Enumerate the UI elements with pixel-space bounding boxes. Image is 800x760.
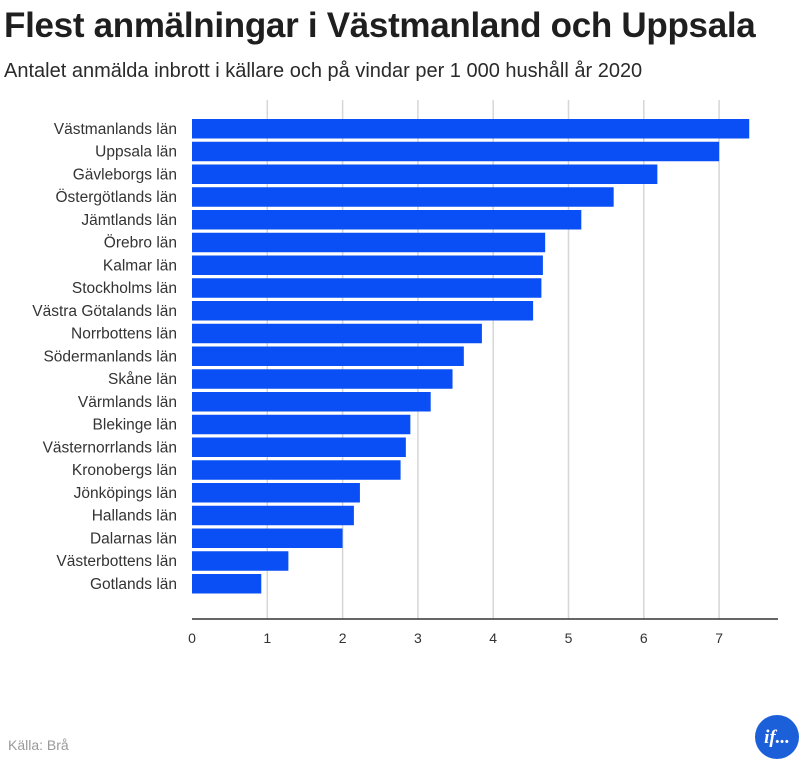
category-label: Jönköpings län	[74, 485, 177, 502]
category-label: Kronobergs län	[72, 462, 177, 479]
if-logo-text: if...	[764, 726, 790, 748]
category-label: Västerbottens län	[56, 553, 177, 570]
bar	[192, 483, 360, 503]
x-tick-label: 5	[565, 630, 573, 646]
category-label: Örebro län	[104, 234, 177, 252]
bars	[192, 119, 750, 594]
category-label: Hallands län	[92, 508, 177, 525]
x-tick-label: 1	[263, 630, 271, 646]
bar	[192, 255, 543, 275]
category-label: Västernorrlands län	[43, 439, 177, 456]
chart-title: Flest anmälningar i Västmanland och Upps…	[4, 6, 756, 45]
category-label: Värmlands län	[78, 394, 177, 411]
category-label: Uppsala län	[95, 144, 177, 161]
x-tick-label: 3	[414, 630, 422, 646]
bar	[192, 323, 482, 344]
category-label: Norrbottens län	[71, 326, 177, 343]
chart-subtitle: Antalet anmälda inbrott i källare och på…	[4, 60, 643, 82]
bar	[192, 346, 464, 366]
category-label: Dalarnas län	[90, 530, 177, 547]
bar	[192, 141, 720, 162]
category-label: Skåne län	[108, 371, 177, 388]
x-tick-label: 6	[640, 630, 648, 646]
bar	[192, 460, 401, 480]
category-label: Jämtlands län	[81, 212, 177, 229]
bar	[192, 164, 658, 184]
bar	[192, 505, 354, 526]
bar	[192, 551, 289, 571]
category-label: Stockholms län	[72, 280, 177, 297]
bar	[192, 210, 582, 230]
x-axis: 0 1 2 3 4 5 6 7	[188, 618, 778, 646]
bar	[192, 437, 406, 457]
if-logo: if...	[755, 715, 799, 759]
category-label: Östergötlands län	[56, 188, 178, 206]
bar	[192, 528, 343, 548]
x-tick-label: 4	[489, 630, 497, 646]
category-label: Kalmar län	[103, 257, 177, 274]
bar	[192, 232, 546, 253]
category-labels: Västmanlands län Uppsala län Gävleborgs lä…	[32, 121, 177, 593]
category-label: Västra Götalands län	[32, 303, 177, 320]
category-label: Gotlands län	[90, 576, 177, 593]
category-label: Gävleborgs län	[73, 166, 177, 183]
bar	[192, 414, 411, 435]
x-tick-label: 7	[715, 630, 723, 646]
bar	[192, 187, 614, 207]
category-label: Västmanlands län	[54, 121, 177, 138]
bar	[192, 369, 453, 389]
bar	[192, 119, 750, 139]
x-tick-label: 2	[339, 630, 347, 646]
bar	[192, 278, 542, 298]
category-label: Blekinge län	[93, 417, 177, 434]
bar	[192, 574, 262, 594]
x-tick-label: 0	[188, 630, 196, 646]
bar	[192, 301, 534, 321]
bar-chart: Västmanlands län Uppsala län Gävleborgs lä…	[32, 100, 778, 646]
bar	[192, 392, 431, 412]
category-label: Södermanlands län	[43, 348, 177, 365]
source-note: Källa: Brå	[8, 737, 69, 753]
